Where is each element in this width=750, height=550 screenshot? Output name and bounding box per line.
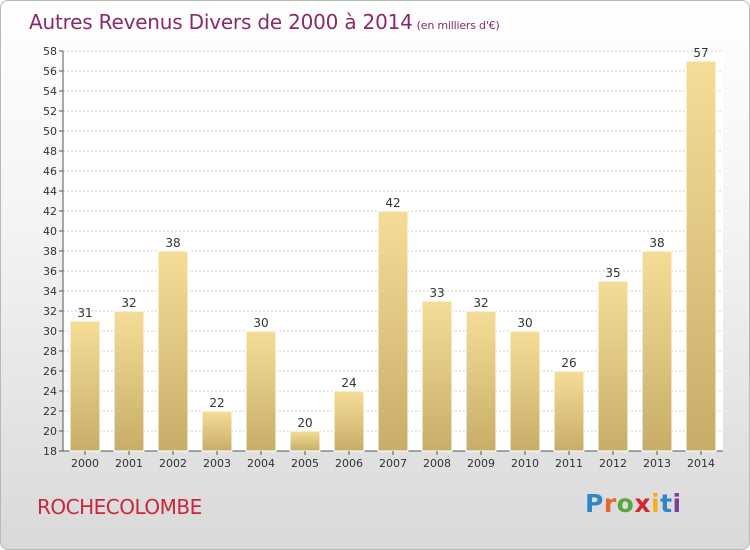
bar	[377, 210, 409, 452]
logo-letter: P	[585, 489, 604, 518]
y-tick-label: 24	[43, 385, 57, 398]
bar	[333, 390, 365, 452]
y-tick-label: 28	[43, 345, 57, 358]
logo-letter: x	[634, 489, 651, 518]
y-tick-label: 54	[43, 85, 57, 98]
x-tick-label: 2012	[599, 457, 627, 470]
y-tick-label: 22	[43, 405, 57, 418]
logo-letter: o	[616, 489, 635, 518]
y-tick-label: 20	[43, 425, 57, 438]
data-label: 26	[561, 356, 576, 370]
data-label: 38	[165, 236, 180, 250]
y-tick-label: 42	[43, 205, 57, 218]
y-tick-label: 40	[43, 225, 57, 238]
x-tick-label: 2013	[643, 457, 671, 470]
x-tick-label: 2005	[291, 457, 319, 470]
bar	[113, 310, 145, 452]
bar	[509, 330, 541, 452]
y-tick-label: 30	[43, 325, 57, 338]
y-tick-label: 46	[43, 165, 57, 178]
x-tick-label: 2009	[467, 457, 495, 470]
x-tick-label: 2001	[115, 457, 143, 470]
data-label: 33	[429, 286, 444, 300]
x-tick-label: 2014	[687, 457, 715, 470]
bar	[245, 330, 277, 452]
bar	[157, 250, 189, 452]
data-label: 32	[121, 296, 136, 310]
x-tick-label: 2007	[379, 457, 407, 470]
y-tick-label: 18	[43, 445, 57, 458]
proxiti-logo: Proxiti	[585, 489, 682, 518]
y-tick-label: 50	[43, 125, 57, 138]
data-label: 22	[209, 396, 224, 410]
data-label: 30	[517, 316, 532, 330]
chart-subtitle: (en milliers d'€)	[416, 19, 500, 32]
commune-name: ROCHECOLOMBE	[37, 495, 202, 519]
y-tick-label: 52	[43, 105, 57, 118]
y-tick-label: 34	[43, 285, 57, 298]
chart-title-text: Autres Revenus Divers de 2000 à 2014	[29, 10, 413, 34]
logo-letter: i	[651, 489, 661, 518]
logo-letter: r	[603, 489, 617, 518]
bar	[289, 430, 321, 452]
bar	[553, 370, 585, 452]
data-label: 32	[473, 296, 488, 310]
data-label: 30	[253, 316, 268, 330]
x-tick-label: 2004	[247, 457, 275, 470]
bar	[69, 320, 101, 452]
bar	[465, 310, 497, 452]
x-tick-label: 2003	[203, 457, 231, 470]
bar	[201, 410, 233, 452]
chart-title: Autres Revenus Divers de 2000 à 2014 (en …	[29, 10, 500, 34]
bar	[641, 250, 673, 452]
x-tick-label: 2008	[423, 457, 451, 470]
data-label: 38	[649, 236, 664, 250]
data-label: 35	[605, 266, 620, 280]
y-tick-label: 56	[43, 65, 57, 78]
x-tick-label: 2000	[71, 457, 99, 470]
bar	[597, 280, 629, 452]
data-label: 42	[385, 196, 400, 210]
y-tick-label: 26	[43, 365, 57, 378]
data-label: 57	[693, 46, 708, 60]
data-label: 31	[77, 306, 92, 320]
y-tick-label: 48	[43, 145, 57, 158]
x-tick-label: 2011	[555, 457, 583, 470]
y-tick-label: 32	[43, 305, 57, 318]
bar	[685, 60, 717, 452]
logo-letter: i	[672, 489, 682, 518]
x-tick-label: 2002	[159, 457, 187, 470]
y-tick-label: 44	[43, 185, 57, 198]
data-label: 20	[297, 416, 312, 430]
data-label: 24	[341, 376, 356, 390]
y-tick-label: 36	[43, 265, 57, 278]
y-tick-label: 58	[43, 45, 57, 58]
x-tick-label: 2010	[511, 457, 539, 470]
bar	[421, 300, 453, 452]
y-tick-label: 38	[43, 245, 57, 258]
logo-letter: t	[660, 489, 673, 518]
x-tick-label: 2006	[335, 457, 363, 470]
